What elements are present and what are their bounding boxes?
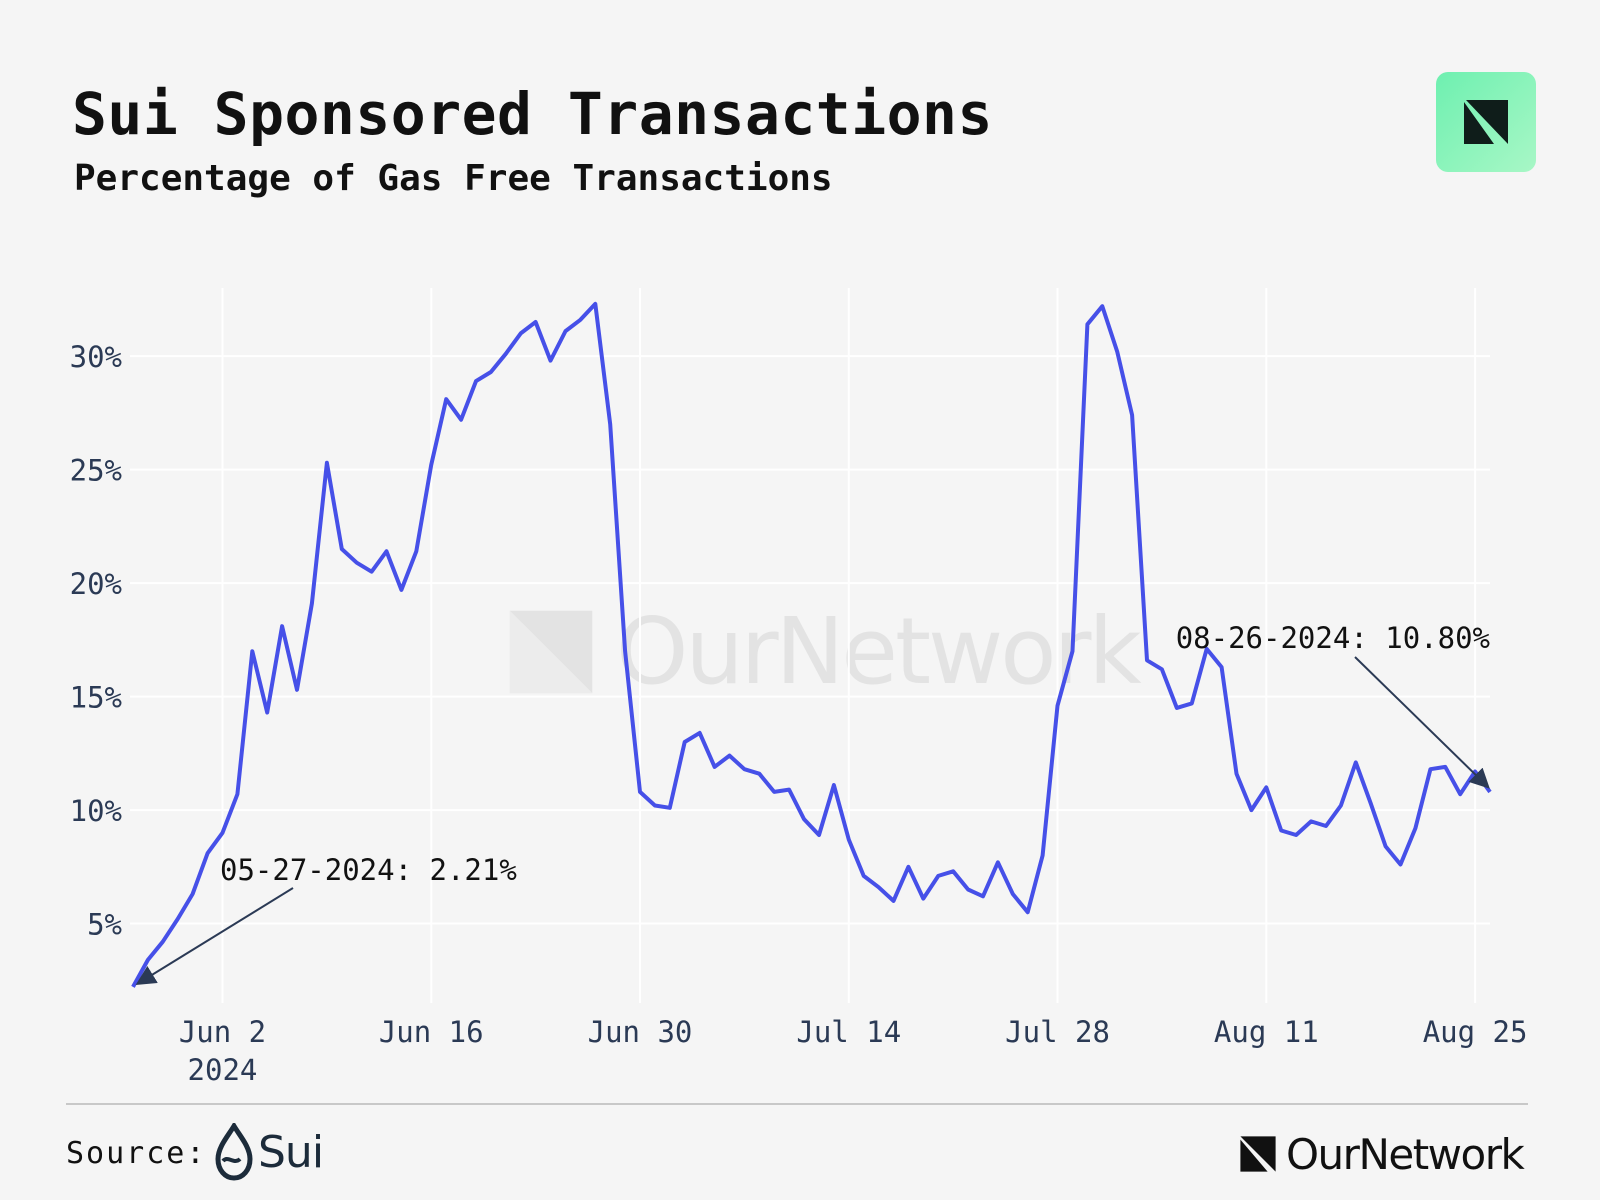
series-points (132, 303, 1491, 987)
sui-drop-icon (215, 1123, 253, 1181)
x-tick-sublabel: 2024 (188, 1053, 258, 1087)
y-axis: 5% 10% 15% 20% 25% 30% (70, 340, 122, 941)
annotation-label: 08-26-2024: 10.80% (1176, 621, 1490, 655)
page-subtitle: Percentage of Gas Free Transactions (74, 158, 833, 199)
annotation-arrow (135, 887, 294, 985)
y-tick-label: 25% (70, 454, 122, 488)
y-tick-label: 10% (70, 794, 122, 828)
x-tick-label: Aug 11 (1214, 1015, 1319, 1049)
x-tick-label: Jun 2 (179, 1015, 266, 1049)
annotation-arrow (1354, 656, 1490, 789)
x-tick-label: Aug 25 (1423, 1015, 1528, 1049)
page-title: Sui Sponsored Transactions (72, 80, 993, 148)
source-label: Source: (66, 1136, 207, 1171)
y-tick-label: 30% (70, 340, 122, 374)
watermark-logo-icon (509, 610, 593, 693)
x-tick-label: Jul 28 (1005, 1015, 1110, 1049)
series-line (131, 301, 1492, 988)
x-tick-label: Jul 14 (796, 1015, 901, 1049)
y-tick-label: 20% (70, 567, 122, 601)
annotations: 05-27-2024: 2.21% 08-26-2024: 10.80% (135, 621, 1490, 985)
watermark: OurNetwork (508, 598, 1142, 705)
y-tick-label: 5% (87, 908, 122, 942)
x-axis: Jun 2 2024 Jun 16 Jun 30 Jul 14 Jul 28 Aug 11 A… (179, 1015, 1528, 1087)
y-tick-label: 15% (70, 681, 122, 715)
footer-divider (66, 1103, 1528, 1105)
brand-logo: OurNetwork (1238, 1126, 1525, 1182)
sui-logo: Sui (214, 1122, 324, 1182)
annotation-label: 05-27-2024: 2.21% (220, 853, 517, 887)
ournetwork-footer-icon (1240, 1136, 1276, 1172)
ournetwork-logo-icon (1464, 100, 1508, 144)
source-name: Sui (258, 1126, 324, 1178)
brand-name: OurNetwork (1286, 1129, 1525, 1179)
watermark-text: OurNetwork (616, 598, 1142, 705)
x-tick-label: Jun 16 (379, 1015, 484, 1049)
ournetwork-badge (1436, 72, 1536, 172)
x-tick-label: Jun 30 (588, 1015, 693, 1049)
chart-grid (130, 288, 1490, 1003)
